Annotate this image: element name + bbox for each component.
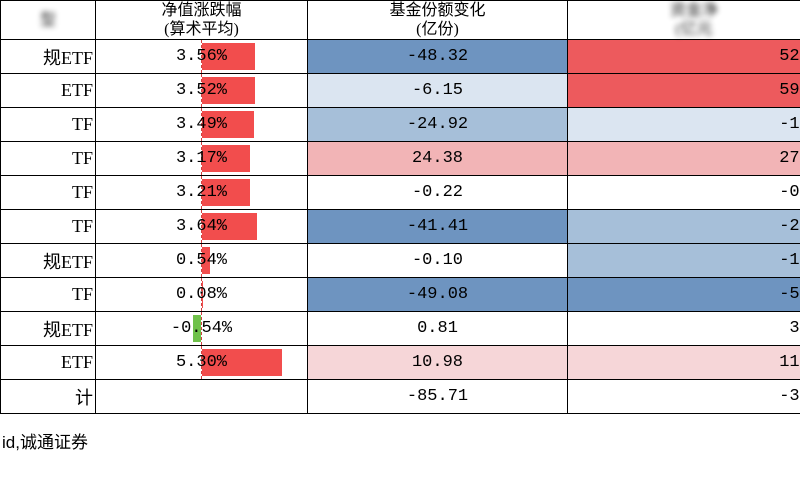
pct-cell: 0.08%	[96, 278, 308, 312]
pct-label: -0.54%	[96, 312, 307, 345]
share-cell: 10.98	[308, 346, 568, 380]
pct-label: 0.54%	[96, 244, 307, 277]
pct-cell: 3.21%	[96, 176, 308, 210]
pct-label: 3.49%	[96, 108, 307, 141]
pct-label: 3.52%	[96, 74, 307, 107]
type-cell: 规ETF	[1, 40, 96, 74]
type-cell: ETF	[1, 346, 96, 380]
footer-source: id,诚通证券	[0, 414, 800, 467]
type-cell: TF	[1, 108, 96, 142]
pct-cell: 0.54%	[96, 244, 308, 278]
table-row: TF3.64%-41.41-20.	[1, 210, 800, 244]
pct-cell: 3.17%	[96, 142, 308, 176]
share-cell: -41.41	[308, 210, 568, 244]
table-row: ETF5.30%10.9811.8	[1, 346, 800, 380]
table-row: 规ETF0.54%-0.10-19.	[1, 244, 800, 278]
type-cell: ETF	[1, 74, 96, 108]
type-cell: 规ETF	[1, 312, 96, 346]
net-cell: -20.	[568, 210, 800, 244]
share-cell: -0.22	[308, 176, 568, 210]
pct-cell: 3.49%	[96, 108, 308, 142]
pct-cell: 5.30%	[96, 346, 308, 380]
pct-label: 5.30%	[96, 346, 307, 379]
pct-label: 3.64%	[96, 210, 307, 243]
header-net: 资金净 (亿元	[568, 1, 800, 40]
net-cell: -14.	[568, 108, 800, 142]
share-cell: -85.71	[308, 380, 568, 414]
net-cell: -52.	[568, 278, 800, 312]
share-cell: -48.32	[308, 40, 568, 74]
type-cell: TF	[1, 142, 96, 176]
pct-cell: -0.54%	[96, 312, 308, 346]
net-cell: 52.5	[568, 40, 800, 74]
table-row: TF3.17%24.3827.5	[1, 142, 800, 176]
table-row: TF3.49%-24.92-14.	[1, 108, 800, 142]
table-row: 计 -85.71-3.4	[1, 380, 800, 414]
table-row: TF3.21%-0.22-0.2	[1, 176, 800, 210]
pct-cell: 3.56%	[96, 40, 308, 74]
share-cell: 0.81	[308, 312, 568, 346]
pct-label: 3.17%	[96, 142, 307, 175]
pct-label: 3.21%	[96, 176, 307, 209]
pct-cell	[96, 380, 308, 414]
table-row: ETF3.52%-6.1559.5	[1, 74, 800, 108]
header-pct: 净值涨跌幅 (算术平均)	[96, 1, 308, 40]
pct-cell: 3.52%	[96, 74, 308, 108]
header-type: 型	[1, 1, 96, 40]
table-row: TF0.08%-49.08-52.	[1, 278, 800, 312]
table-row: 规ETF-0.54%0.813.8	[1, 312, 800, 346]
pct-label: 0.08%	[96, 278, 307, 311]
type-cell: TF	[1, 278, 96, 312]
header-share: 基金份额变化 (亿份)	[308, 1, 568, 40]
type-cell: TF	[1, 210, 96, 244]
pct-cell: 3.64%	[96, 210, 308, 244]
net-cell: 11.8	[568, 346, 800, 380]
header-row: 型 净值涨跌幅 (算术平均) 基金份额变化 (亿份) 资金净 (亿元	[1, 1, 800, 40]
table-row: 规ETF3.56%-48.3252.5	[1, 40, 800, 74]
share-cell: 24.38	[308, 142, 568, 176]
pct-label	[96, 380, 307, 413]
etf-table-wrap: 型 净值涨跌幅 (算术平均) 基金份额变化 (亿份) 资金净 (亿元 规ETF3…	[0, 0, 800, 414]
share-cell: -6.15	[308, 74, 568, 108]
share-cell: -0.10	[308, 244, 568, 278]
type-cell: TF	[1, 176, 96, 210]
share-cell: -49.08	[308, 278, 568, 312]
etf-table: 型 净值涨跌幅 (算术平均) 基金份额变化 (亿份) 资金净 (亿元 规ETF3…	[0, 0, 800, 414]
net-cell: -19.	[568, 244, 800, 278]
share-cell: -24.92	[308, 108, 568, 142]
net-cell: 59.5	[568, 74, 800, 108]
net-cell: -3.4	[568, 380, 800, 414]
net-cell: 27.5	[568, 142, 800, 176]
type-cell: 规ETF	[1, 244, 96, 278]
net-cell: -0.2	[568, 176, 800, 210]
type-cell: 计	[1, 380, 96, 414]
pct-label: 3.56%	[96, 40, 307, 73]
net-cell: 3.8	[568, 312, 800, 346]
